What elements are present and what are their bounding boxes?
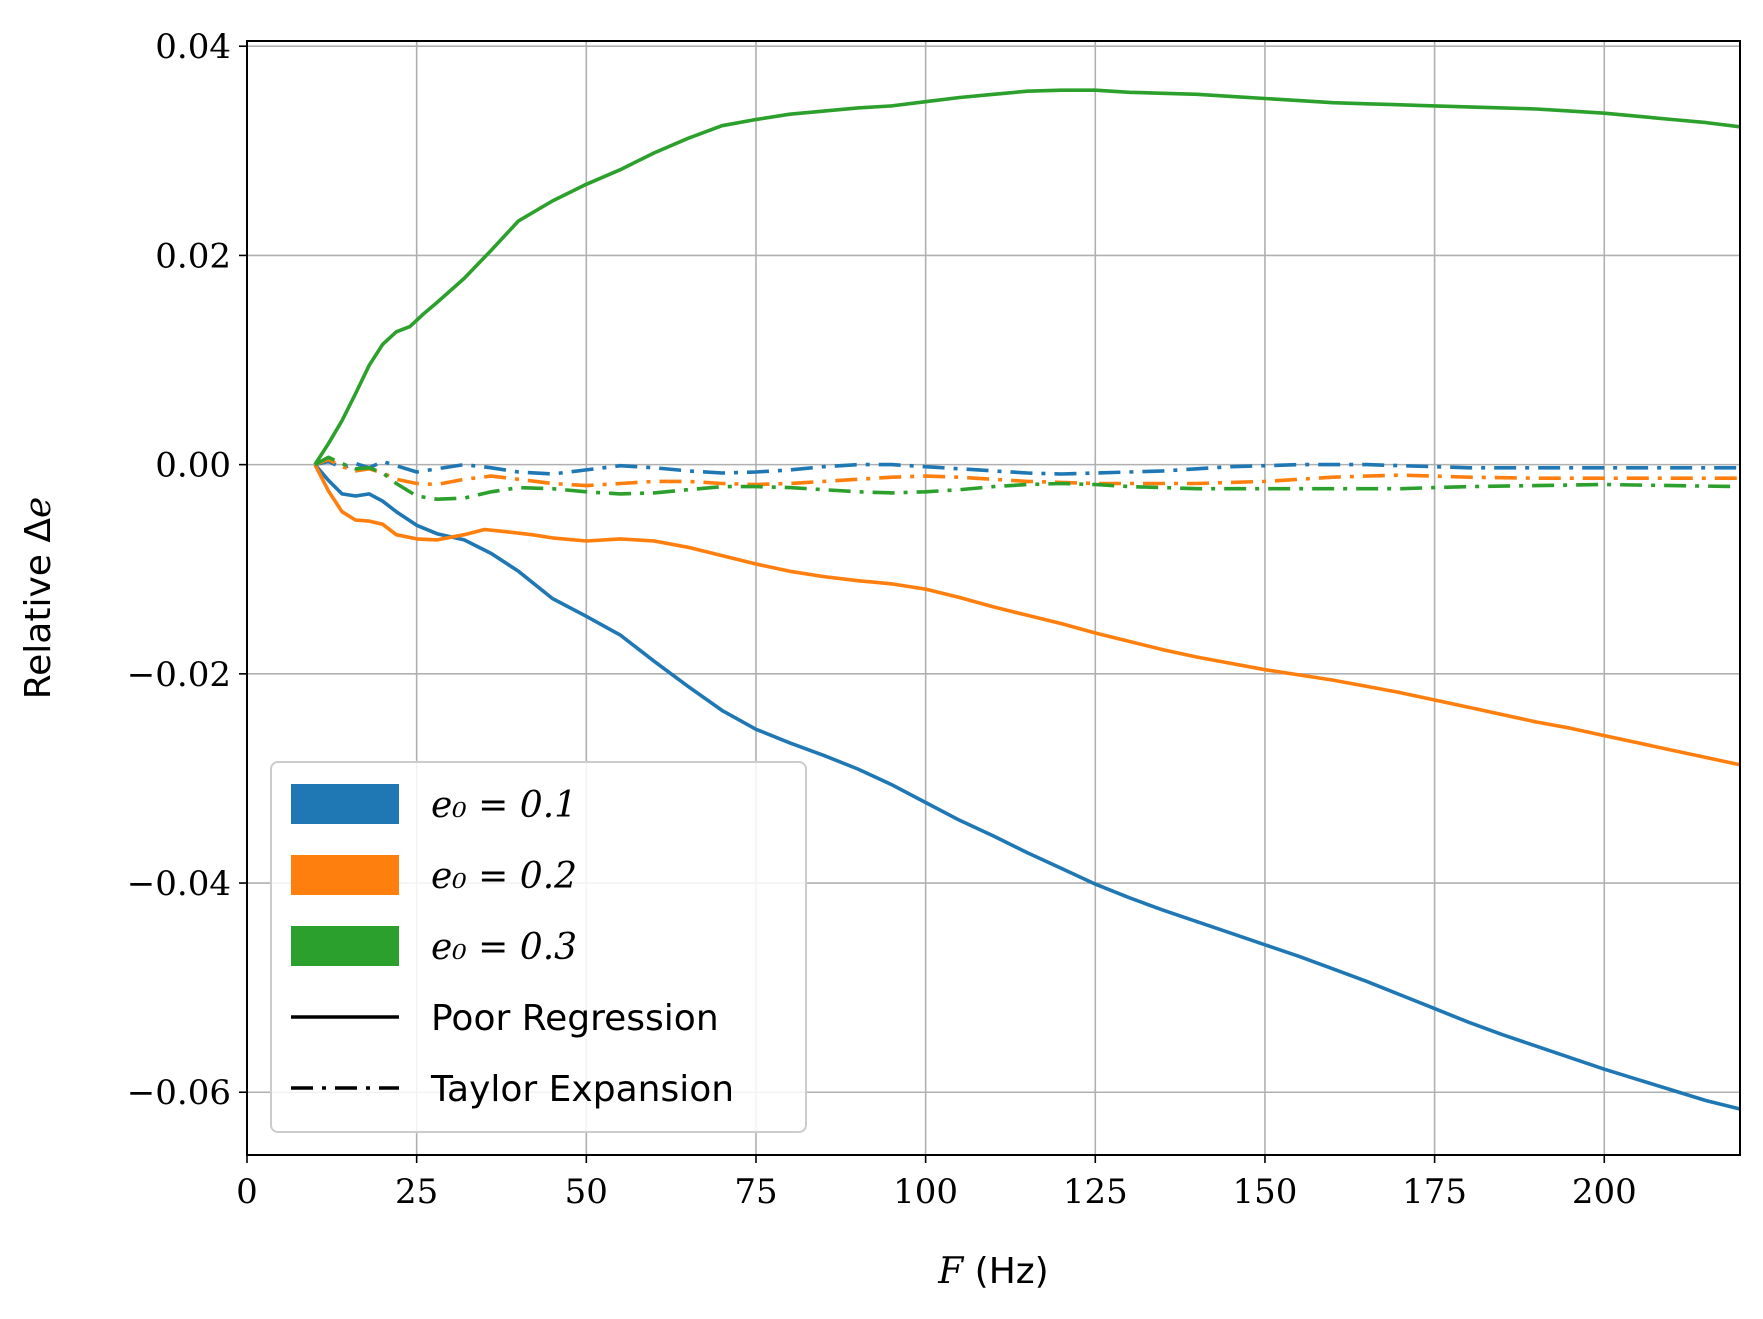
series-line-2 bbox=[313, 463, 1741, 767]
y-tick-label: 0.00 bbox=[155, 446, 231, 486]
legend-label: Poor Regression bbox=[431, 998, 719, 1039]
x-tick-label: 175 bbox=[1402, 1172, 1467, 1212]
x-tick-label: 50 bbox=[565, 1172, 608, 1212]
legend-label: Taylor Expansion bbox=[430, 1069, 734, 1110]
x-tick-label: 25 bbox=[395, 1172, 438, 1212]
x-tick-label: 100 bbox=[893, 1172, 958, 1212]
y-tick-label: −0.02 bbox=[127, 655, 231, 695]
y-axis-label: Relative Δe bbox=[18, 497, 59, 700]
x-axis-label-unit: (Hz) bbox=[975, 1251, 1049, 1292]
legend: e₀ = 0.1 e₀ = 0.2 e₀ = 0.3 Poor Regression T… bbox=[270, 761, 807, 1133]
legend-swatch bbox=[291, 926, 399, 966]
legend-swatch bbox=[291, 855, 399, 895]
legend-label: e₀ = 0.2 bbox=[431, 856, 577, 897]
y-tick-label: 0.04 bbox=[155, 27, 231, 67]
x-tick-label: 75 bbox=[734, 1172, 777, 1212]
y-axis-label-symbol: e bbox=[18, 497, 59, 518]
ticks-group: 0 25 50 75 100 125 150 175 200 0.04 0.02 0.00 −0.02 −… bbox=[127, 27, 1637, 1212]
x-tick-label: 200 bbox=[1572, 1172, 1637, 1212]
legend-label: e₀ = 0.1 bbox=[431, 785, 577, 826]
x-axis-label: F (Hz) bbox=[937, 1251, 1048, 1292]
plot-frame bbox=[246, 40, 1741, 1156]
y-axis-label-word: Relative Δ bbox=[18, 518, 59, 700]
y-tick-label: 0.02 bbox=[155, 236, 231, 276]
y-tick-label: −0.06 bbox=[127, 1073, 231, 1113]
series-line-6 bbox=[314, 455, 1741, 501]
legend-label: e₀ = 0.3 bbox=[431, 927, 577, 968]
legend-box bbox=[270, 761, 807, 1133]
y-tick-label: −0.04 bbox=[127, 864, 231, 904]
series-line-1 bbox=[313, 463, 1741, 1111]
x-tick-label: 0 bbox=[236, 1172, 258, 1212]
legend-swatch bbox=[291, 784, 399, 824]
x-tick-label: 125 bbox=[1063, 1172, 1128, 1212]
gridlines bbox=[246, 41, 1740, 1155]
series-group bbox=[313, 88, 1741, 1111]
x-axis-label-symbol: F bbox=[937, 1251, 974, 1292]
x-tick-label: 150 bbox=[1233, 1172, 1298, 1212]
series-line-3 bbox=[313, 88, 1741, 466]
